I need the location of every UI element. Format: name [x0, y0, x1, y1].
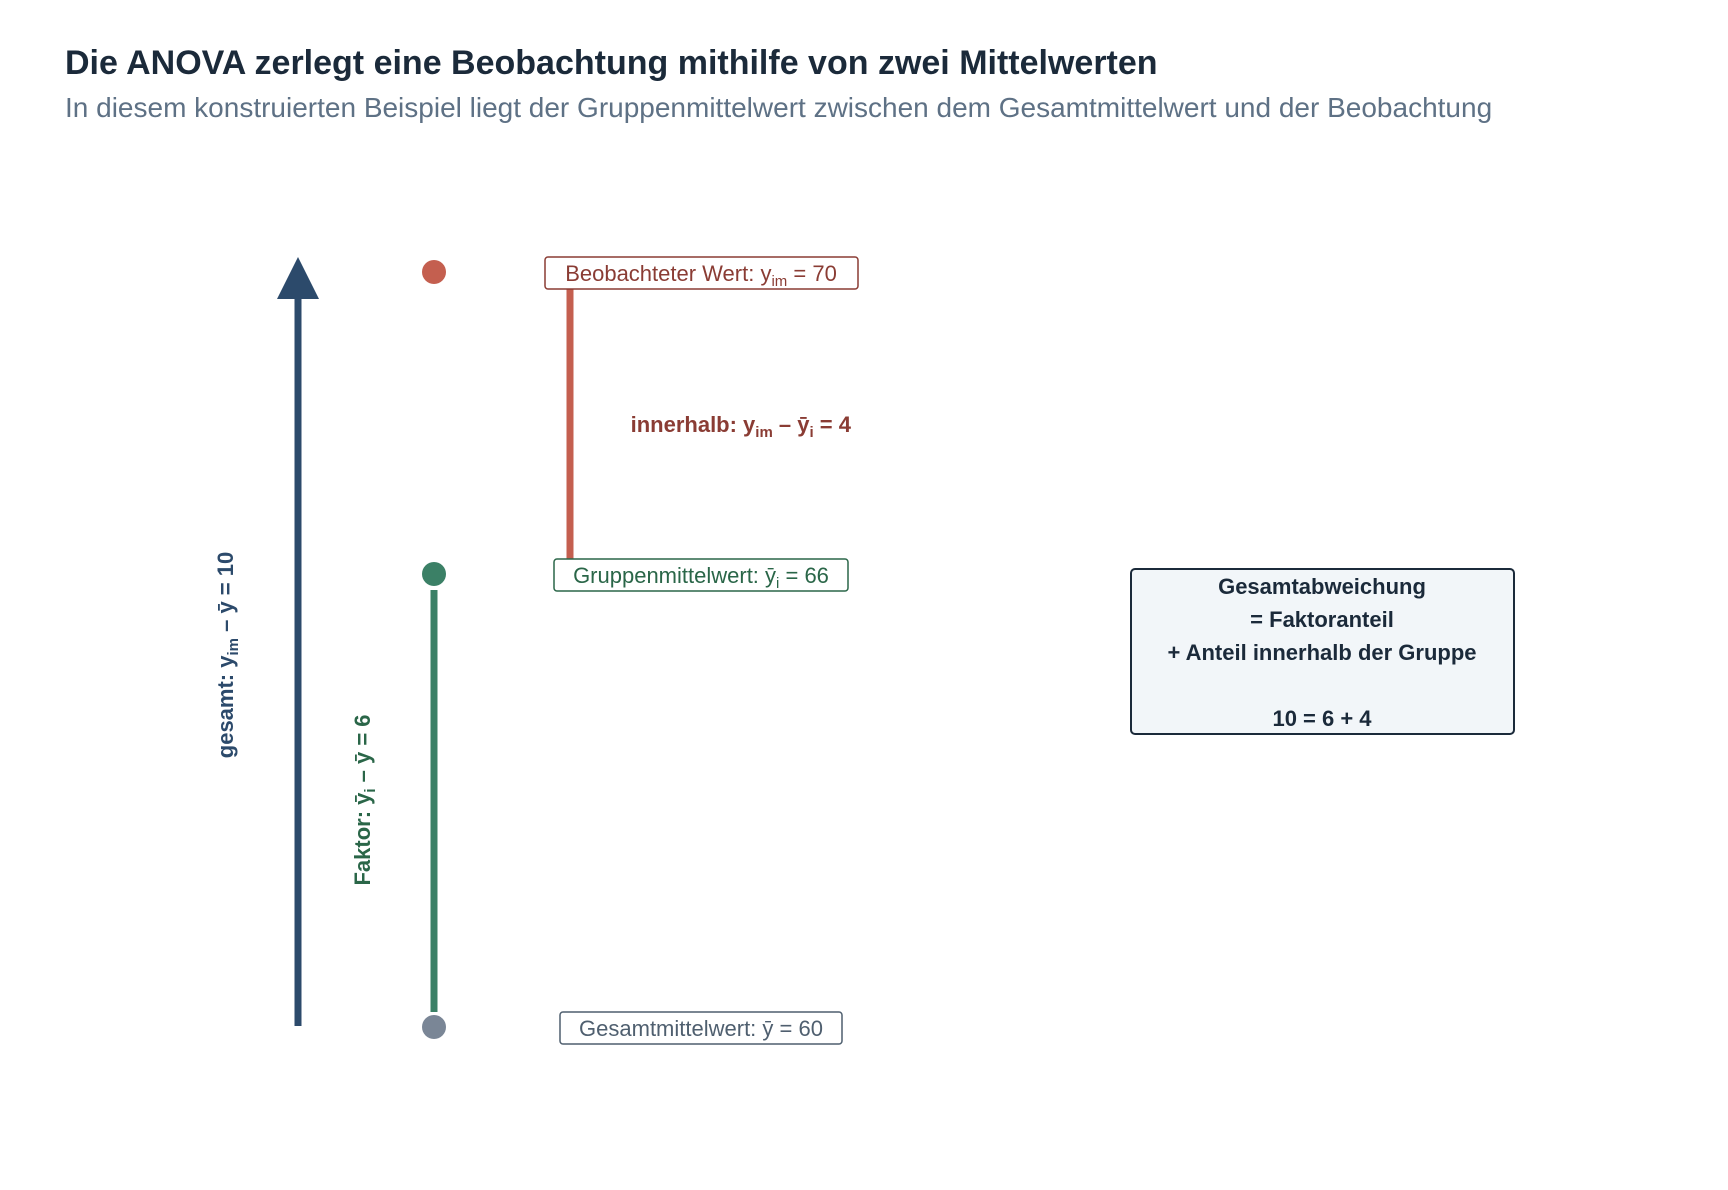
total-deviation-label: gesamt: yim – ȳ = 10	[213, 552, 242, 758]
chart-title: Die ANOVA zerlegt eine Beobachtung mithi…	[65, 44, 1158, 82]
grand-mean-point	[422, 1015, 446, 1039]
group-mean-label-box	[553, 558, 849, 592]
within-deviation-label: innerhalb: yim – ȳi = 4	[631, 412, 852, 441]
group-mean-point	[422, 562, 446, 586]
summary-line-3: + Anteil innerhalb der Gruppe	[1167, 640, 1476, 665]
group-mean-label: Gruppenmittelwert: ȳi = 66	[573, 563, 829, 592]
summary-box	[1130, 568, 1515, 735]
summary-line-1: Gesamtabweichung	[1218, 574, 1426, 599]
observed-value-label: Beobachteter Wert: yim = 70	[565, 261, 837, 290]
grand-mean-label-box	[559, 1011, 843, 1045]
summary-line-2: = Faktoranteil	[1250, 607, 1394, 632]
observed-value-label-box	[544, 256, 859, 290]
chart-subtitle: In diesem konstruierten Beispiel liegt d…	[65, 92, 1493, 123]
observed-value-point	[422, 260, 446, 284]
summary-line-4: 10 = 6 + 4	[1272, 706, 1372, 731]
factor-deviation-label: Faktor: ȳi – ȳ = 6	[350, 714, 379, 885]
grand-mean-label: Gesamtmittelwert: ȳ = 60	[579, 1016, 823, 1041]
